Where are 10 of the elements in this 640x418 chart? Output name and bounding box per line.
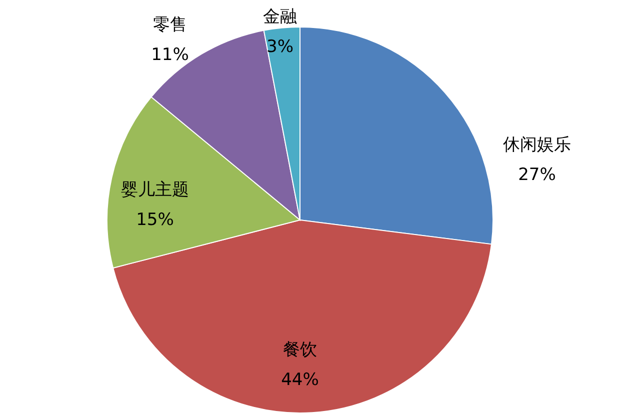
data-label: 44% (281, 370, 319, 390)
slice-label: 休闲娱乐 (503, 135, 571, 155)
slice-label: 零售 (153, 15, 187, 35)
data-label: 15% (136, 210, 174, 230)
data-label: 11% (151, 45, 189, 65)
slice-label: 金融 (263, 7, 297, 27)
slice-label: 餐饮 (283, 340, 317, 360)
data-label: 27% (518, 165, 556, 185)
data-label: 3% (266, 37, 294, 57)
slice-label: 婴儿主题 (121, 180, 189, 200)
